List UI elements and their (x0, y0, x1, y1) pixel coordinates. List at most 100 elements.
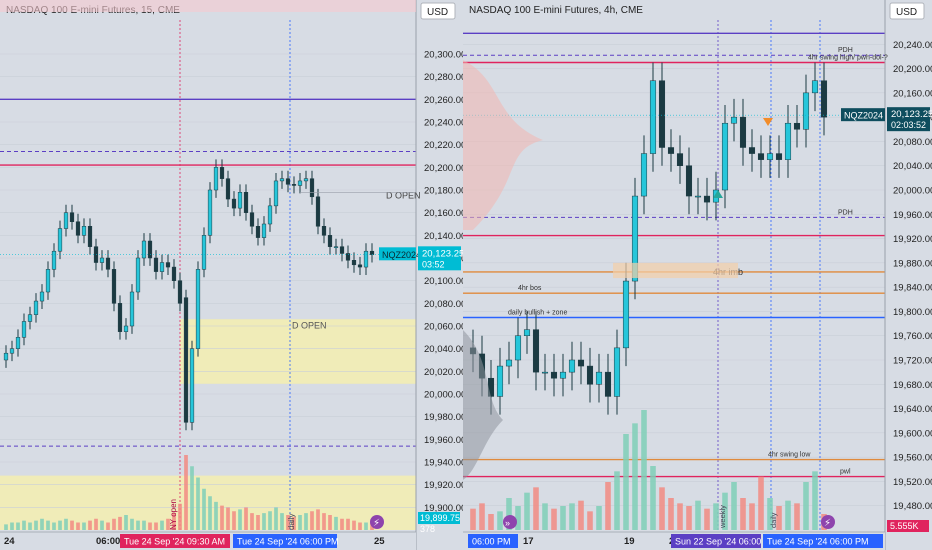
candle[interactable] (315, 196, 321, 227)
candle[interactable] (514, 335, 522, 361)
candle[interactable] (303, 178, 309, 182)
candle[interactable] (213, 167, 219, 191)
candle[interactable] (27, 314, 33, 322)
candle[interactable] (159, 262, 165, 272)
candle[interactable] (129, 291, 135, 327)
candle[interactable] (748, 147, 756, 154)
candle[interactable] (541, 371, 549, 374)
candle[interactable] (3, 352, 9, 361)
candle[interactable] (309, 178, 315, 198)
candle[interactable] (177, 280, 183, 304)
candle[interactable] (631, 195, 639, 282)
candle[interactable] (225, 178, 231, 200)
candle[interactable] (496, 365, 504, 397)
candle[interactable] (105, 257, 111, 270)
lightning-icon[interactable] (370, 515, 384, 529)
candle[interactable] (595, 371, 603, 385)
candle[interactable] (69, 212, 75, 222)
left-chart-15m[interactable]: 19,900.00 19,920.00 19,940.00 19,960.00 19,9… (0, 0, 463, 550)
candle[interactable] (775, 153, 783, 160)
candle[interactable] (219, 167, 225, 179)
candle[interactable] (577, 359, 585, 367)
candle[interactable] (811, 80, 819, 94)
candle[interactable] (135, 257, 141, 293)
candle[interactable] (147, 240, 153, 259)
candle[interactable] (285, 178, 291, 185)
candle[interactable] (123, 325, 129, 332)
candle[interactable] (9, 348, 15, 354)
candle[interactable] (297, 180, 303, 186)
candle[interactable] (523, 329, 531, 336)
candle[interactable] (694, 195, 702, 198)
candle[interactable] (640, 153, 648, 197)
right-chart-4h[interactable]: 19,480.00 19,520.00 19,560.00 19,600.00 19,6… (463, 0, 932, 550)
candle[interactable] (649, 80, 657, 154)
candle[interactable] (183, 297, 189, 423)
candle[interactable] (793, 122, 801, 130)
candle[interactable] (141, 240, 147, 259)
replay-icon[interactable] (503, 515, 517, 529)
candle[interactable] (57, 228, 63, 252)
currency-button[interactable] (420, 2, 456, 20)
candle[interactable] (51, 250, 57, 270)
candle[interactable] (249, 212, 255, 227)
candle[interactable] (757, 153, 765, 160)
candle[interactable] (505, 359, 513, 367)
candle[interactable] (111, 269, 117, 304)
candle[interactable] (153, 257, 159, 272)
candle[interactable] (195, 269, 201, 349)
candle[interactable] (363, 250, 369, 268)
candle[interactable] (33, 300, 39, 315)
candle[interactable] (766, 153, 774, 160)
candle[interactable] (613, 347, 621, 397)
candle[interactable] (255, 226, 261, 238)
candle[interactable] (351, 260, 357, 266)
candle[interactable] (357, 264, 363, 268)
candle[interactable] (279, 178, 285, 182)
candle[interactable] (802, 92, 810, 130)
candle[interactable] (321, 226, 327, 236)
lightning-icon[interactable] (821, 515, 835, 529)
candle[interactable] (333, 246, 339, 248)
candle[interactable] (81, 226, 87, 236)
currency-label[interactable]: USD (896, 7, 917, 18)
candle[interactable] (87, 226, 93, 247)
candle[interactable] (201, 235, 207, 270)
candle[interactable] (730, 116, 738, 124)
candle[interactable] (658, 80, 666, 148)
candle[interactable] (267, 205, 273, 225)
candle[interactable] (39, 291, 45, 302)
candle[interactable] (117, 303, 123, 332)
candle[interactable] (622, 280, 630, 349)
candle[interactable] (243, 192, 249, 213)
candle[interactable] (345, 253, 351, 261)
currency-label[interactable]: USD (427, 7, 448, 18)
candle[interactable] (189, 348, 195, 423)
candle[interactable] (63, 212, 69, 229)
candle[interactable] (21, 321, 27, 338)
candle[interactable] (667, 147, 675, 154)
candle[interactable] (261, 223, 267, 238)
candle[interactable] (820, 80, 828, 118)
candle[interactable] (739, 116, 747, 148)
candle[interactable] (327, 235, 333, 247)
candle[interactable] (99, 257, 105, 263)
candle[interactable] (676, 153, 684, 166)
candle[interactable] (532, 329, 540, 373)
candle[interactable] (604, 371, 612, 397)
candle[interactable] (784, 122, 792, 160)
candle[interactable] (685, 165, 693, 197)
candle[interactable] (721, 122, 729, 191)
candle[interactable] (15, 337, 21, 349)
candle[interactable] (273, 180, 279, 207)
currency-button[interactable] (889, 2, 925, 20)
candle[interactable] (231, 198, 237, 209)
candle[interactable] (45, 269, 51, 293)
candle[interactable] (568, 359, 576, 373)
candle[interactable] (586, 365, 594, 385)
candle[interactable] (165, 262, 171, 268)
candle[interactable] (171, 266, 177, 281)
candle[interactable] (237, 192, 243, 209)
candle[interactable] (559, 371, 567, 379)
candle[interactable] (703, 195, 711, 203)
